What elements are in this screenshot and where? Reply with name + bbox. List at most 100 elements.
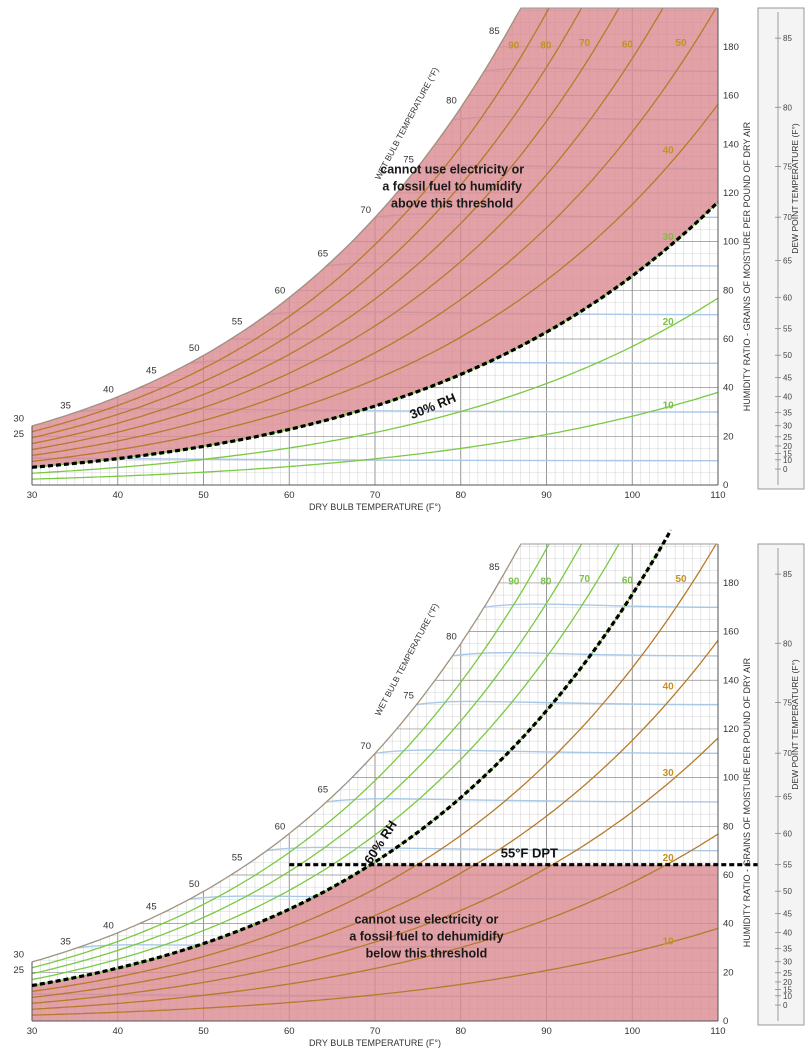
rh-curve-70 (32, 544, 646, 981)
dew-point-tick-label: 45 (783, 374, 792, 383)
wet-bulb-line (266, 846, 718, 852)
wet-bulb-tick-label: 55 (232, 853, 243, 864)
dew-point-tick-label: 70 (783, 213, 792, 222)
dew-point-tick-label: 85 (783, 34, 792, 43)
dew-point-tick-label: 20 (783, 442, 792, 451)
wet-bulb-tick-label: 40 (103, 921, 114, 932)
y-tick-label: 40 (723, 383, 734, 394)
x-tick-label: 100 (624, 490, 640, 501)
dew-point-tick-label: 0 (783, 465, 788, 474)
dew-point-tick-label: 0 (783, 1001, 788, 1010)
y-tick-label: 180 (723, 42, 739, 53)
dew-point-tick-label: 80 (783, 639, 792, 648)
dew-point-tick-label: 15 (783, 986, 792, 995)
x-tick-label: 100 (624, 1026, 640, 1037)
wet-bulb-tick-label: 70 (360, 741, 371, 752)
dew-point-tick-label: 55 (783, 861, 792, 870)
y-tick-label: 120 (723, 188, 739, 199)
x-tick-label: 30 (27, 490, 38, 501)
y-tick-label: 160 (723, 627, 739, 638)
rh-label: 20 (663, 317, 675, 328)
dew-point-tick-label: 65 (783, 256, 792, 265)
x-tick-label: 70 (370, 490, 381, 501)
wet-bulb-tick-label: 30 (13, 414, 24, 425)
dew-point-axis-label: DEW POINT TEMPERATURE (F°) (790, 659, 800, 790)
zone-annotation-line: cannot use electricity or (355, 913, 499, 927)
wet-bulb-tick-label: 35 (60, 400, 71, 411)
rh-label: 10 (663, 937, 675, 948)
rh-threshold-label: 30% RH (408, 390, 459, 422)
wet-bulb-line (326, 798, 718, 803)
dew-point-tick-label: 80 (783, 103, 792, 112)
rh-label: 50 (675, 38, 687, 49)
wet-bulb-tick-label: 80 (446, 631, 457, 642)
rh-label: 50 (675, 574, 687, 585)
rh-curve-10 (32, 927, 718, 1016)
zone-annotation-line: below this threshold (366, 947, 488, 961)
x-tick-label: 80 (455, 1026, 466, 1037)
dew-point-tick-label: 75 (783, 163, 792, 172)
rh-label: 20 (663, 853, 675, 864)
rh-curve-20 (32, 297, 718, 474)
x-tick-label: 40 (112, 1026, 123, 1037)
wet-bulb-tick-label: 60 (275, 285, 286, 296)
dewpoint-threshold-label: 55°F DPT (501, 846, 558, 861)
rh-curve-90 (32, 544, 573, 969)
dew-point-tick-label: 55 (783, 325, 792, 334)
y-axis-label: HUMIDITY RATIO - GRAINS OF MOISTURE PER … (742, 657, 752, 947)
rh-label: 40 (663, 682, 675, 693)
rh-label: 90 (508, 41, 520, 52)
x-tick-label: 30 (27, 1026, 38, 1037)
y-tick-label: 0 (723, 480, 728, 491)
wet-bulb-tick-label: 25 (13, 965, 24, 976)
rh-label: 40 (663, 146, 675, 157)
x-tick-label: 50 (198, 1026, 209, 1037)
x-tick-label: 110 (710, 490, 725, 501)
x-tick-label: 90 (541, 490, 552, 501)
rh-curve-60 (32, 8, 689, 451)
wet-bulb-tick-label: 75 (403, 691, 414, 702)
dew-point-tick-label: 60 (783, 829, 792, 838)
wet-bulb-tick-label: 45 (146, 366, 157, 377)
rh-curve-90 (32, 8, 573, 433)
rh-label: 60 (622, 39, 634, 50)
x-tick-label: 50 (198, 490, 209, 501)
y-tick-label: 160 (723, 91, 739, 102)
dew-point-tick-label: 35 (783, 944, 792, 953)
dew-point-tick-label: 25 (783, 433, 792, 442)
x-axis-label: DRY BULB TEMPERATURE (F°) (309, 502, 441, 512)
dew-point-tick-label: 25 (783, 969, 792, 978)
rh-curve-70 (32, 8, 646, 445)
wet-bulb-tick-label: 85 (489, 562, 500, 573)
wet-bulb-line (483, 603, 718, 608)
wet-bulb-tick-label: 45 (146, 902, 157, 913)
zone-annotation-line: above this threshold (391, 196, 513, 210)
wet-bulb-line (32, 456, 718, 462)
x-tick-label: 90 (541, 1026, 552, 1037)
saturation-curve (31, 543, 718, 963)
dew-point-tick-label: 40 (783, 393, 792, 402)
rh-curve-80 (32, 8, 608, 439)
rh-curve-50 (32, 8, 718, 457)
rh-label: 10 (663, 401, 675, 412)
rh-curve-40 (32, 103, 718, 463)
y-tick-label: 180 (723, 578, 739, 589)
wet-bulb-tick-label: 55 (232, 317, 243, 328)
dew-point-tick-label: 20 (783, 978, 792, 987)
rh-label: 70 (579, 574, 591, 585)
x-tick-label: 70 (370, 1026, 381, 1037)
rh-threshold-line (31, 529, 673, 988)
x-tick-label: 80 (455, 490, 466, 501)
x-tick-label: 40 (112, 490, 123, 501)
rh-label: 80 (540, 577, 552, 588)
dew-point-tick-label: 30 (783, 958, 792, 967)
y-tick-label: 140 (723, 675, 739, 686)
dew-point-tick-label: 50 (783, 351, 792, 360)
wet-bulb-tick-label: 80 (446, 95, 457, 106)
rh-label: 30 (663, 232, 675, 243)
y-tick-label: 80 (723, 285, 734, 296)
saturation-curve (31, 7, 718, 427)
wet-bulb-tick-label: 65 (318, 248, 329, 259)
